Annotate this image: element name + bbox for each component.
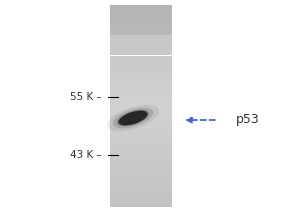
Bar <box>110 109 172 111</box>
Bar <box>110 56 172 58</box>
Bar <box>110 91 172 93</box>
Bar <box>110 205 172 207</box>
Bar <box>110 134 172 136</box>
Bar <box>110 194 172 197</box>
Bar <box>110 182 172 184</box>
Bar <box>110 5 172 35</box>
Bar <box>110 124 172 126</box>
Text: p53: p53 <box>236 113 260 127</box>
Bar <box>110 88 172 91</box>
Bar <box>110 50 172 53</box>
Bar <box>110 83 172 86</box>
Bar <box>110 61 172 63</box>
Ellipse shape <box>119 111 147 125</box>
Bar <box>110 167 172 169</box>
Bar <box>110 53 172 56</box>
Bar <box>110 48 172 50</box>
Bar <box>110 136 172 139</box>
Bar <box>110 121 172 124</box>
Bar <box>110 159 172 162</box>
Bar <box>110 164 172 167</box>
Bar <box>110 189 172 192</box>
Bar <box>110 169 172 172</box>
Bar <box>110 25 172 28</box>
Bar <box>110 114 172 116</box>
Bar <box>110 177 172 179</box>
Bar <box>110 86 172 88</box>
Bar <box>110 73 172 76</box>
Ellipse shape <box>117 110 149 126</box>
Bar <box>110 149 172 151</box>
Bar <box>110 111 172 114</box>
Text: 43 K –: 43 K – <box>70 150 102 160</box>
Bar <box>110 96 172 98</box>
Bar <box>110 103 172 106</box>
Bar <box>110 197 172 199</box>
Bar <box>110 18 172 20</box>
Ellipse shape <box>113 108 153 128</box>
Bar <box>110 10 172 13</box>
Bar <box>110 5 172 7</box>
Bar <box>110 76 172 78</box>
Bar <box>110 20 172 23</box>
Bar <box>110 126 172 129</box>
Bar <box>110 184 172 187</box>
Text: 55 K –: 55 K – <box>70 92 102 102</box>
Ellipse shape <box>107 105 159 131</box>
Bar <box>110 154 172 156</box>
Bar <box>110 199 172 202</box>
Bar <box>110 179 172 182</box>
Bar <box>110 98 172 101</box>
Bar <box>110 156 172 159</box>
Bar <box>110 68 172 71</box>
Bar <box>110 187 172 189</box>
Bar <box>110 139 172 141</box>
Bar <box>110 202 172 205</box>
Bar <box>110 58 172 61</box>
Bar <box>110 15 172 18</box>
Bar <box>110 129 172 131</box>
Bar <box>110 192 172 194</box>
Bar <box>110 63 172 66</box>
Bar <box>110 13 172 15</box>
Bar <box>110 40 172 43</box>
Bar <box>110 141 172 144</box>
Bar <box>110 146 172 149</box>
Bar <box>110 162 172 164</box>
Bar <box>110 101 172 103</box>
Bar <box>110 71 172 73</box>
Bar <box>110 78 172 81</box>
Bar <box>110 35 172 38</box>
Bar <box>110 151 172 154</box>
Bar <box>110 66 172 68</box>
Bar <box>110 43 172 45</box>
Bar <box>110 174 172 177</box>
Bar <box>110 144 172 146</box>
Bar <box>110 81 172 83</box>
Bar <box>110 23 172 25</box>
Bar <box>110 28 172 30</box>
Bar <box>110 38 172 40</box>
Bar <box>110 119 172 121</box>
Bar <box>110 7 172 10</box>
Bar <box>110 30 172 33</box>
Bar <box>110 33 172 35</box>
Bar <box>110 45 172 48</box>
Bar <box>110 93 172 96</box>
Bar <box>110 172 172 174</box>
Bar <box>110 106 172 109</box>
Bar <box>110 131 172 134</box>
Bar <box>110 116 172 119</box>
